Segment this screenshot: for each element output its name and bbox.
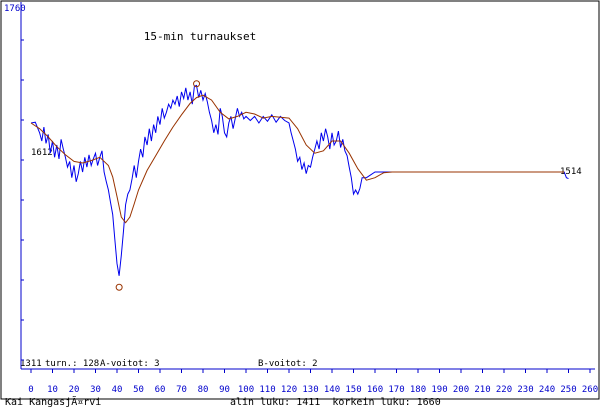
series-line-average xyxy=(30,94,565,224)
x-tick-label: 190 xyxy=(431,385,447,395)
x-tick-label: 260 xyxy=(582,385,598,395)
x-tick-label: 40 xyxy=(112,385,123,395)
series-group xyxy=(30,84,569,276)
x-tick-label: 170 xyxy=(388,385,404,395)
author-text: Kai KangasjÃ¤rvi xyxy=(5,397,102,408)
x-tick-label: 20 xyxy=(69,385,80,395)
start-value-label: 1612 xyxy=(31,148,53,158)
range-text: alin luku: 1411 korkein luku: 1660 xyxy=(230,397,441,408)
x-tick-label: 90 xyxy=(219,385,230,395)
x-tick-label: 230 xyxy=(517,385,533,395)
x-tick-label: 60 xyxy=(155,385,166,395)
turns-stat: turn.: 128 xyxy=(45,359,99,369)
x-tick-label: 160 xyxy=(367,385,383,395)
chart-title: 15-min turnaukset xyxy=(144,30,257,43)
markers xyxy=(115,80,201,291)
x-tick-label: 100 xyxy=(238,385,254,395)
x-ticks: 0 10 20 30 40 50 60 70 80 90 100 110 120 130 140 150 160… xyxy=(28,369,598,395)
x-tick-label: 30 xyxy=(90,385,101,395)
min-marker xyxy=(115,283,123,291)
x-tick-label: 220 xyxy=(496,385,512,395)
x-tick-label: 250 xyxy=(560,385,576,395)
x-tick-label: 140 xyxy=(324,385,340,395)
x-tick-label: 130 xyxy=(302,385,318,395)
x-tick-label: 240 xyxy=(539,385,555,395)
x-tick-label: 80 xyxy=(198,385,209,395)
x-tick-label: 50 xyxy=(133,385,144,395)
x-tick-label: 210 xyxy=(474,385,490,395)
x-tick-label: 200 xyxy=(453,385,469,395)
y-top-label: 1760 xyxy=(4,4,26,14)
x-tick-label: 180 xyxy=(410,385,426,395)
max-marker xyxy=(193,80,201,88)
plot-frame xyxy=(0,0,600,400)
b-wins-stat: B-voitot: 2 xyxy=(258,359,318,369)
end-value-label: 1514 xyxy=(560,167,582,177)
x-tick-label: 0 xyxy=(28,385,33,395)
x-tick-label: 110 xyxy=(259,385,275,395)
series-line-actual xyxy=(30,84,569,276)
a-wins-stat: A-voitot: 3 xyxy=(100,359,160,369)
x-tick-label: 150 xyxy=(345,385,361,395)
x-tick-label: 10 xyxy=(47,385,58,395)
y-ticks xyxy=(21,39,24,361)
y-bottom-label: 1311 xyxy=(20,359,42,369)
x-tick-label: 120 xyxy=(281,385,297,395)
x-tick-label: 70 xyxy=(176,385,187,395)
